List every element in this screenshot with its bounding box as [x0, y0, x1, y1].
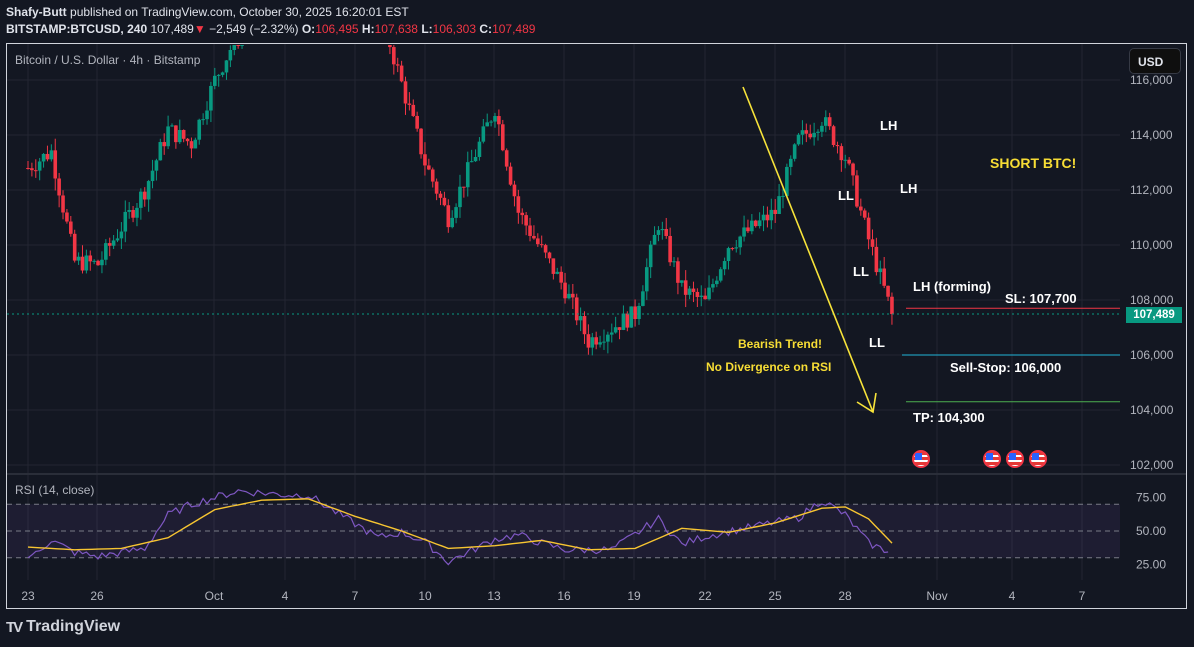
svg-text:104,000: 104,000: [1130, 403, 1174, 417]
low-label: L:: [421, 22, 433, 36]
last-value: 107,489: [150, 22, 194, 36]
us-flag-event-icon[interactable]: [983, 450, 1001, 468]
ll-label-2: LL: [853, 264, 869, 279]
svg-text:Nov: Nov: [926, 589, 947, 603]
chart-legend: Bitcoin / U.S. Dollar · 4h · Bitstamp: [15, 53, 201, 67]
svg-text:28: 28: [838, 589, 852, 603]
us-flag-event-icon[interactable]: [1006, 450, 1024, 468]
brand-name: TradingView: [26, 618, 121, 635]
symbol-label: BITSTAMP:BTCUSD, 240: [6, 22, 148, 36]
svg-text:75.00: 75.00: [1136, 491, 1166, 505]
us-flag-event-icon[interactable]: [912, 450, 930, 468]
svg-text:7: 7: [352, 589, 359, 603]
short-btc-annotation: SHORT BTC!: [990, 155, 1077, 171]
last-price-label: 107,489: [1126, 307, 1182, 323]
tradingview-logo-icon: TV: [6, 618, 23, 636]
tradingview-brand[interactable]: TV TradingView: [6, 618, 120, 636]
chart-frame: [6, 43, 1187, 609]
svg-text:102,000: 102,000: [1130, 458, 1174, 472]
svg-text:13: 13: [487, 589, 501, 603]
change-value: −2,549 (−2.32%): [209, 22, 299, 36]
no-divergence-note: No Divergence on RSI: [706, 360, 832, 374]
svg-text:23: 23: [21, 589, 35, 603]
bearish-trend-note: Bearish Trend!: [738, 337, 823, 351]
svg-text:4: 4: [1009, 589, 1016, 603]
svg-text:110,000: 110,000: [1130, 238, 1173, 252]
down-arrow-icon: ▼: [193, 22, 206, 36]
currency-button[interactable]: USD: [1129, 48, 1181, 74]
svg-text:7: 7: [1079, 589, 1086, 603]
rsi-legend: RSI (14, close): [15, 483, 95, 497]
close-label: C:: [479, 22, 493, 36]
sell-stop-label: Sell-Stop: 106,000: [950, 360, 1062, 375]
svg-text:25.00: 25.00: [1136, 558, 1166, 572]
lh-label-1: LH: [880, 118, 898, 133]
publish-info: Shafy-Butt published on TradingView.com,…: [6, 5, 409, 19]
ll-label-1: LL: [838, 188, 854, 203]
tp-label: TP: 104,300: [913, 410, 985, 425]
svg-text:108,000: 108,000: [1130, 293, 1174, 307]
lh-forming-label: LH (forming): [913, 279, 991, 294]
ll-label-3: LL: [869, 335, 885, 350]
svg-text:112,000: 112,000: [1130, 183, 1173, 197]
svg-text:4: 4: [282, 589, 289, 603]
svg-text:106,000: 106,000: [1130, 348, 1174, 362]
lh-label-2: LH: [900, 181, 918, 196]
svg-text:116,000: 116,000: [1130, 73, 1173, 87]
open-label: O:: [301, 22, 316, 36]
low-value: 106,303: [432, 22, 477, 36]
close-value: 107,489: [492, 22, 536, 36]
svg-text:114,000: 114,000: [1130, 128, 1173, 142]
svg-text:26: 26: [90, 589, 104, 603]
svg-text:50.00: 50.00: [1136, 524, 1166, 538]
svg-text:Oct: Oct: [205, 589, 224, 603]
high-value: 107,638: [374, 22, 418, 36]
svg-text:10: 10: [418, 589, 432, 603]
svg-text:16: 16: [557, 589, 571, 603]
published-text: published on TradingView.com, October 30…: [70, 5, 409, 19]
open-value: 106,495: [315, 22, 359, 36]
svg-text:19: 19: [627, 589, 641, 603]
us-flag-event-icon[interactable]: [1029, 450, 1047, 468]
sl-label: SL: 107,700: [1005, 291, 1077, 306]
svg-text:22: 22: [698, 589, 712, 603]
author-name[interactable]: Shafy-Butt: [6, 5, 67, 19]
symbol-info-bar: BITSTAMP:BTCUSD, 240 107,489▼ −2,549 (−2…: [6, 22, 535, 36]
svg-text:25: 25: [768, 589, 782, 603]
high-label: H:: [361, 22, 375, 36]
